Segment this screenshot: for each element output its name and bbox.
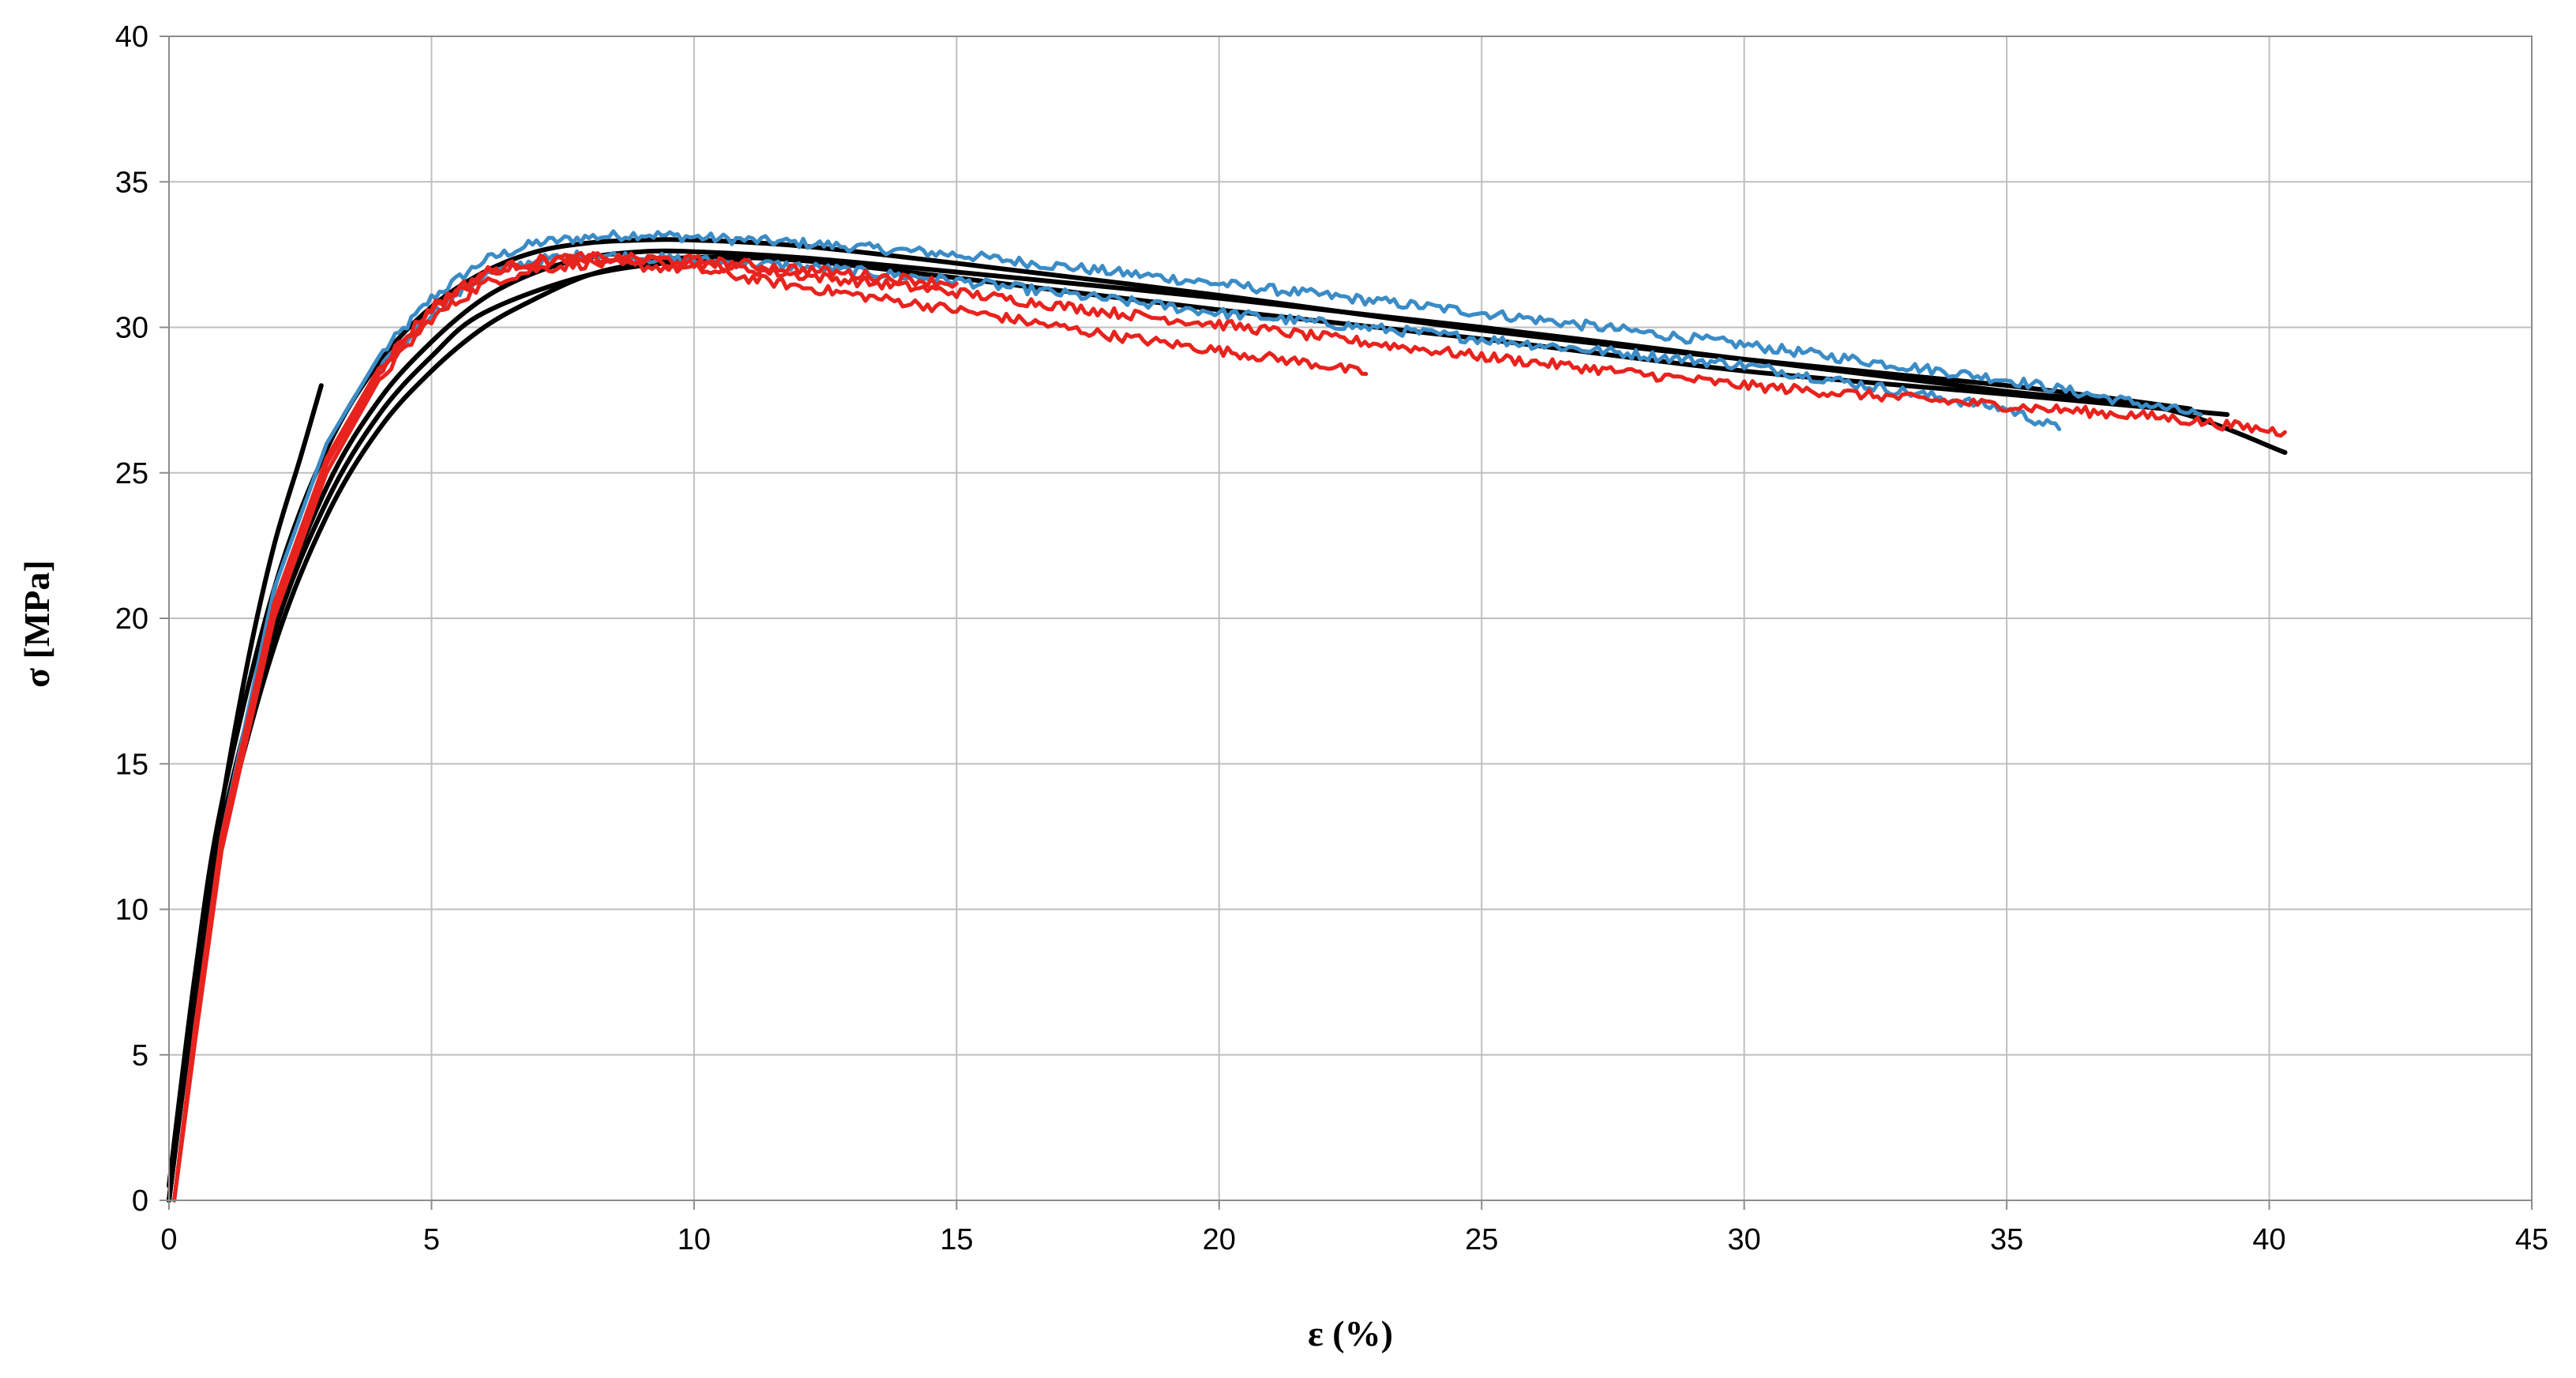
- y-tick-label: 40: [115, 21, 148, 54]
- x-tick-label: 15: [940, 1223, 973, 1256]
- y-tick-label: 10: [115, 894, 148, 927]
- series-line-red-9: [172, 250, 959, 1203]
- x-tick-label: 40: [2252, 1223, 2285, 1256]
- plot-area-border: [168, 36, 2533, 1201]
- y-tick-label: 25: [115, 457, 148, 490]
- x-tick-label: 20: [1203, 1223, 1236, 1256]
- series-line-blue-5: [172, 229, 2203, 1203]
- y-tick-label: 15: [115, 748, 148, 781]
- x-tick-label: 45: [2515, 1223, 2548, 1256]
- series-line-black-4: [167, 237, 2193, 1188]
- y-tick-label: 30: [115, 312, 148, 345]
- axes: [160, 36, 2533, 1210]
- tick-labels: 0 5 10 15 20 25 30 35 40 45 0 5 10 15 20 25 30 35 40: [115, 21, 2548, 1256]
- y-tick-label: 20: [115, 603, 148, 636]
- x-tick-label: 10: [678, 1223, 711, 1256]
- y-axis-title: σ [MPa]: [17, 560, 57, 688]
- x-tick-label: 5: [423, 1223, 440, 1256]
- x-tick-label: 35: [1990, 1223, 2023, 1256]
- x-tick-label: 25: [1465, 1223, 1498, 1256]
- x-axis-title: ε (%): [1308, 1313, 1393, 1354]
- x-tick-label: 0: [160, 1223, 177, 1256]
- y-tick-label: 0: [132, 1185, 148, 1218]
- y-tick-label: 35: [115, 166, 148, 199]
- x-tick-label: 30: [1728, 1223, 1761, 1256]
- data-series: [167, 229, 2288, 1203]
- series-line-red-7: [172, 257, 1369, 1203]
- y-tick-label: 5: [132, 1039, 148, 1072]
